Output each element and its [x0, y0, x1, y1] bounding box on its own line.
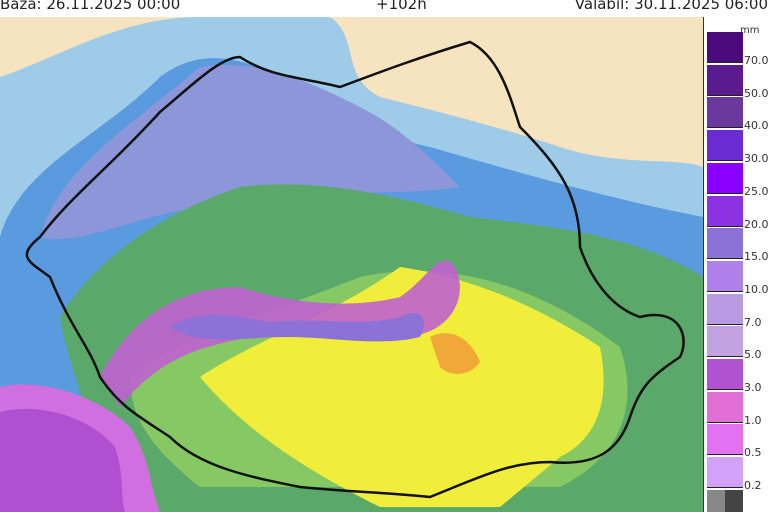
rain-orange-area — [430, 333, 480, 374]
legend-label: 10.0 — [744, 282, 768, 296]
forecast-step: +102h — [376, 0, 427, 13]
rain-pink-sw-inner — [0, 408, 125, 512]
legend-label: 5.0 — [744, 348, 762, 362]
legend-nodata-swatch — [707, 490, 743, 512]
legend-swatch — [707, 195, 743, 227]
legend-swatch — [707, 391, 743, 423]
legend-swatch — [707, 359, 743, 390]
legend-label: 1.0 — [744, 413, 762, 427]
rain-purple-core — [170, 313, 424, 342]
rain-lavender-area — [40, 65, 460, 240]
legend-swatch — [707, 162, 743, 194]
base-time: Baza: 26.11.2025 00:00 — [0, 0, 181, 13]
legend-swatch — [707, 130, 743, 162]
legend-swatch — [707, 228, 743, 260]
legend-label: 0.5 — [744, 446, 762, 460]
legend-swatch — [707, 424, 743, 456]
legend-swatch — [707, 97, 743, 129]
precipitation-legend: mm 70.0 50.0 40.0 30.0 25.0 20.0 15.0 10.0 7.0 5.… — [703, 17, 768, 512]
legend-swatch — [707, 32, 743, 63]
legend-unit: mm — [740, 25, 760, 36]
legend-swatch — [707, 293, 743, 325]
legend-label: 30.0 — [744, 152, 768, 166]
precipitation-map — [0, 17, 703, 512]
legend-label: 0.2 — [744, 479, 762, 493]
legend-swatch — [707, 64, 743, 96]
legend-label: 7.0 — [744, 315, 762, 329]
legend-label: 3.0 — [744, 381, 762, 394]
legend-swatch — [707, 260, 743, 292]
legend-label: 50.0 — [744, 86, 768, 100]
legend-swatch — [707, 326, 743, 358]
legend-label: 20.0 — [744, 217, 768, 231]
legend-label: 40.0 — [744, 119, 768, 133]
legend-label: 15.0 — [744, 250, 768, 264]
legend-label: 70.0 — [744, 54, 768, 67]
legend-label: 25.0 — [744, 184, 768, 198]
valid-time: Valabil: 30.11.2025 06:00 — [574, 0, 768, 13]
country-border — [25, 40, 685, 499]
legend-swatch — [707, 457, 743, 489]
